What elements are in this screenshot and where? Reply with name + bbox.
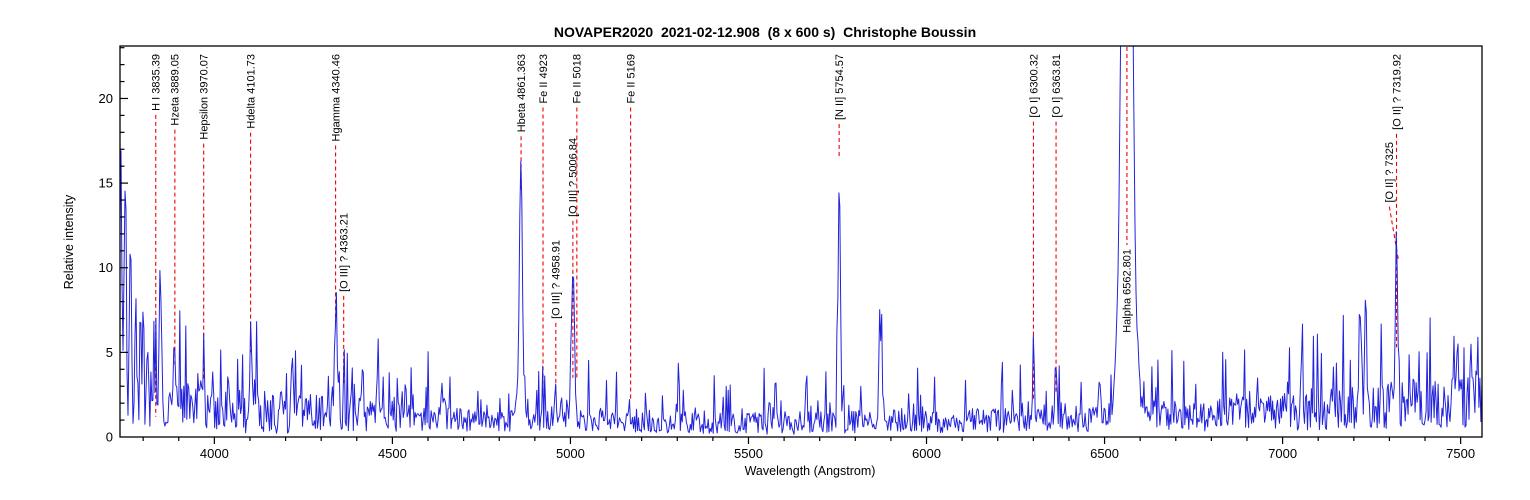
tick-labels-layer: 4000 4500 5000 5500 6000 6500 7000 7500 0 5 10 15 20 [99, 91, 1476, 461]
y-tick-label: 0 [106, 430, 113, 445]
x-axis-title: Wavelength (Angstrom) [745, 464, 876, 478]
line-annotation-label: Fe II 5018 [572, 54, 584, 104]
line-annotation-label: H I 3835.39 [150, 54, 162, 111]
line-annotation-labels-layer: H I 3835.39 Hzeta 3889.05 Hepsilon 3970.07… [150, 54, 1403, 333]
x-tick-label: 4000 [200, 446, 229, 461]
y-axis-title: Relative intensity [62, 194, 76, 289]
x-tick-label: 7000 [1268, 446, 1297, 461]
x-tick-label: 4500 [378, 446, 407, 461]
line-annotation-label: [O II] ? 7325 [1384, 142, 1396, 203]
x-tick-label: 5000 [556, 446, 585, 461]
axes-layer [119, 45, 1483, 444]
line-annotation-label: [O I] 6300.32 [1028, 54, 1040, 118]
line-annotation-label: [N II] 5754.57 [834, 54, 846, 120]
y-tick-label: 10 [99, 260, 113, 275]
spectrum-line-layer [120, 46, 1482, 435]
line-annotation-label: [O III] ? 4958.91 [551, 240, 563, 319]
chart-title: NOVAPER2020 2021-02-12.908 (8 x 600 s) C… [553, 24, 977, 40]
line-annotation-label: Hepsilon 3970.07 [198, 54, 210, 140]
line-annotation-label: Hdelta 4101.73 [245, 54, 257, 129]
line-annotation-label: Hzeta 3889.05 [170, 54, 182, 126]
line-annotation-label: [O III] ? 4363.21 [338, 213, 350, 292]
line-annotation-label: [O III] ? 5006.84 [568, 138, 580, 217]
x-tick-label: 7500 [1446, 446, 1475, 461]
plot-border [119, 45, 1483, 438]
line-annotation-label: Halpha 6562.801 [1122, 249, 1134, 333]
x-tick-label: 5500 [734, 446, 763, 461]
line-annotation-label: [O I] 6363.81 [1051, 54, 1063, 118]
y-tick-label: 5 [106, 345, 113, 360]
line-annotation-label: [O II] ? 7319.92 [1391, 54, 1403, 130]
line-annotation-label: Hgamma 4340.46 [330, 54, 342, 141]
x-tick-label: 6000 [912, 446, 941, 461]
line-annotation-label: Hbeta 4861.363 [516, 54, 528, 132]
spectrum-line [120, 46, 1482, 435]
x-tick-label: 6500 [1090, 446, 1119, 461]
line-annotation-label: Fe II 4923 [538, 54, 550, 104]
line-annotation-label: Fe II 5169 [625, 54, 637, 104]
y-tick-label: 20 [99, 91, 113, 106]
y-tick-label: 15 [99, 176, 113, 191]
